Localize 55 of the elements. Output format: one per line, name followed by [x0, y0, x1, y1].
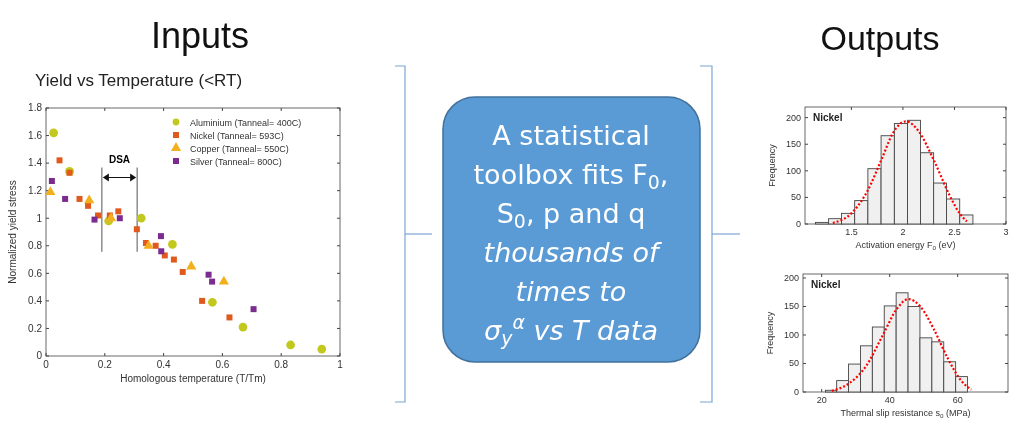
y-tick-label: 50 — [790, 192, 801, 203]
y-tick-label: 0 — [36, 350, 43, 362]
y-tick-label: 1 — [36, 212, 43, 224]
x-tick-label: 60 — [952, 395, 963, 405]
x-tick-label: 40 — [884, 395, 895, 405]
text: thousands of — [483, 237, 662, 268]
y-tick-label: 0 — [795, 219, 801, 229]
text: toolbox fits F$_{0}$, — [473, 159, 669, 193]
y-tick-label: 150 — [783, 301, 799, 312]
text: Outputs — [820, 19, 940, 57]
y-tick-label: 1.6 — [28, 129, 43, 141]
y-tick-label: 50 — [788, 358, 799, 369]
y-tick-label: 200 — [785, 112, 801, 123]
x-tick-label: 2.5 — [948, 227, 961, 237]
x-axis-title: Activation energy F$_{o}$ (eV) — [855, 240, 956, 251]
y-tick-label: 0.2 — [28, 322, 43, 334]
y-tick-label: 0.6 — [28, 267, 43, 279]
legend-label: Copper (Tanneal= 550C) — [190, 143, 289, 154]
chart-title: Yield vs Temperature (<RT) — [35, 71, 243, 90]
text: A statistical — [492, 120, 650, 151]
y-tick-label: 1.2 — [28, 185, 43, 196]
x-tick-label: 2 — [900, 227, 906, 237]
legend-label: Silver (Tanneal= 800C) — [190, 156, 282, 167]
text: S$_{0}$, p and q — [496, 198, 646, 232]
x-tick-label: 0 — [43, 359, 50, 370]
y-axis-title: Normalized yield stress — [7, 180, 18, 284]
x-tick-label: 0.6 — [215, 359, 230, 370]
y-tick-label: 200 — [783, 272, 799, 283]
y-tick-label: 0 — [793, 387, 799, 397]
y-tick-label: 0.4 — [28, 295, 43, 307]
legend-label: Aluminium (Tanneal= 400C) — [190, 117, 302, 128]
x-tick-label: 1 — [337, 359, 344, 370]
y-axis-title: Frequency — [765, 311, 775, 355]
y-tick-label: 150 — [785, 139, 801, 150]
annotation: Nickel — [811, 279, 841, 290]
annotation: Nickel — [813, 112, 843, 123]
y-tick-label: 1.8 — [28, 102, 43, 114]
text: times to — [515, 276, 627, 307]
annotation: DSA — [108, 153, 131, 165]
x-tick-label: 1.5 — [845, 227, 858, 237]
x-axis-title: Thermal slip resistance s$_{o}$ (MPa) — [840, 408, 971, 419]
y-tick-label: 1.4 — [28, 157, 43, 169]
y-tick-label: 100 — [783, 330, 799, 340]
x-tick-label: 3 — [1003, 227, 1009, 237]
x-axis-title: Homologous temperature (T/Tm) — [120, 373, 266, 384]
text: σ$_{y}$$^{α}$ vs T data — [484, 310, 658, 349]
x-tick-label: 0.8 — [274, 359, 289, 370]
x-tick-label: 0.4 — [156, 359, 171, 370]
x-tick-label: 20 — [816, 395, 827, 405]
legend-label: Nickel (Tanneal= 593C) — [190, 130, 284, 141]
y-tick-label: 0.8 — [28, 240, 43, 252]
x-tick-label: 0.2 — [97, 359, 113, 370]
y-axis-title: Frequency — [767, 143, 777, 187]
text: Inputs — [150, 15, 250, 56]
y-tick-label: 100 — [785, 165, 801, 176]
